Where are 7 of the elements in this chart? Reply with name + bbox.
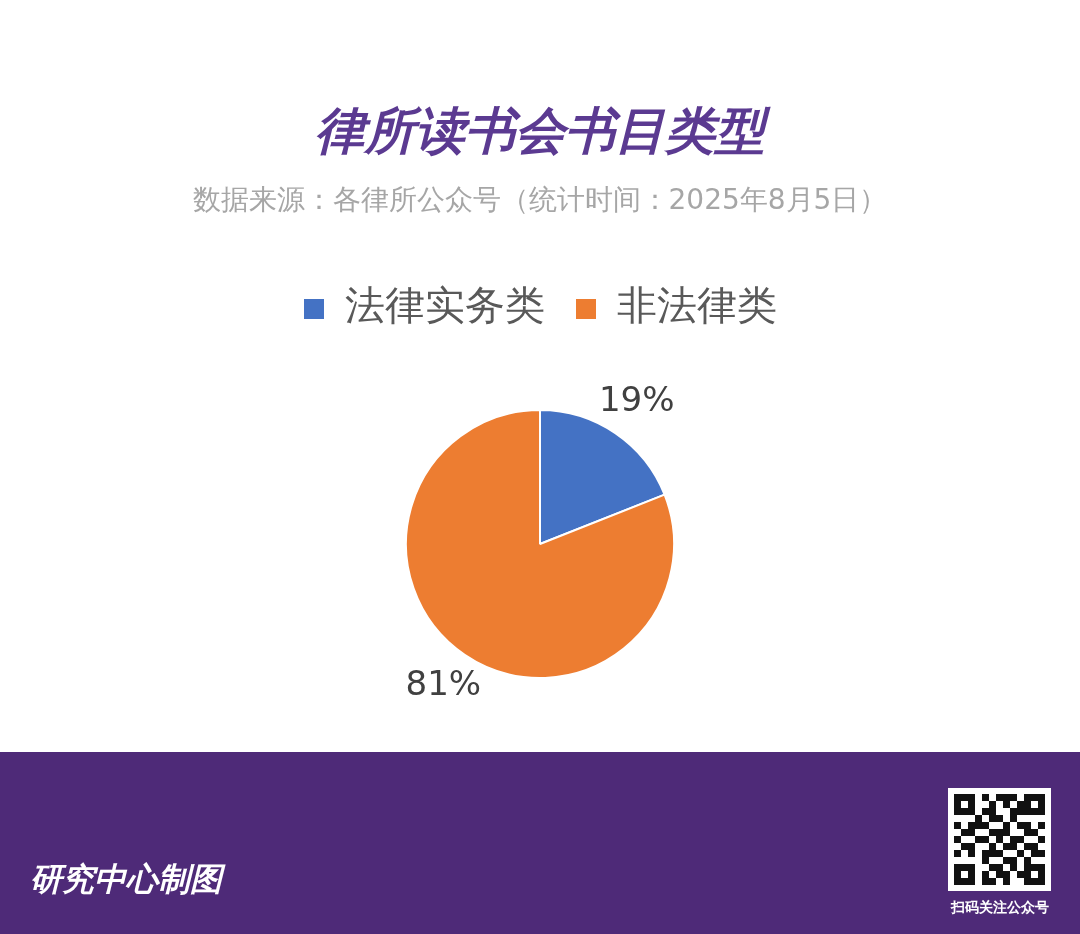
legend-label: 非法律类 (617, 282, 777, 329)
text: 扫码关注公众号 (949, 899, 1050, 917)
data-label: 81% (405, 663, 482, 704)
data-label: 19% (598, 378, 675, 419)
chart-subtitle: 数据来源：各律所公众号（统计时间：2025年8月5日） (191, 182, 889, 218)
legend-label: 法律实务类 (345, 282, 545, 329)
chart-title: 律所读书会书目类型 (314, 101, 772, 162)
